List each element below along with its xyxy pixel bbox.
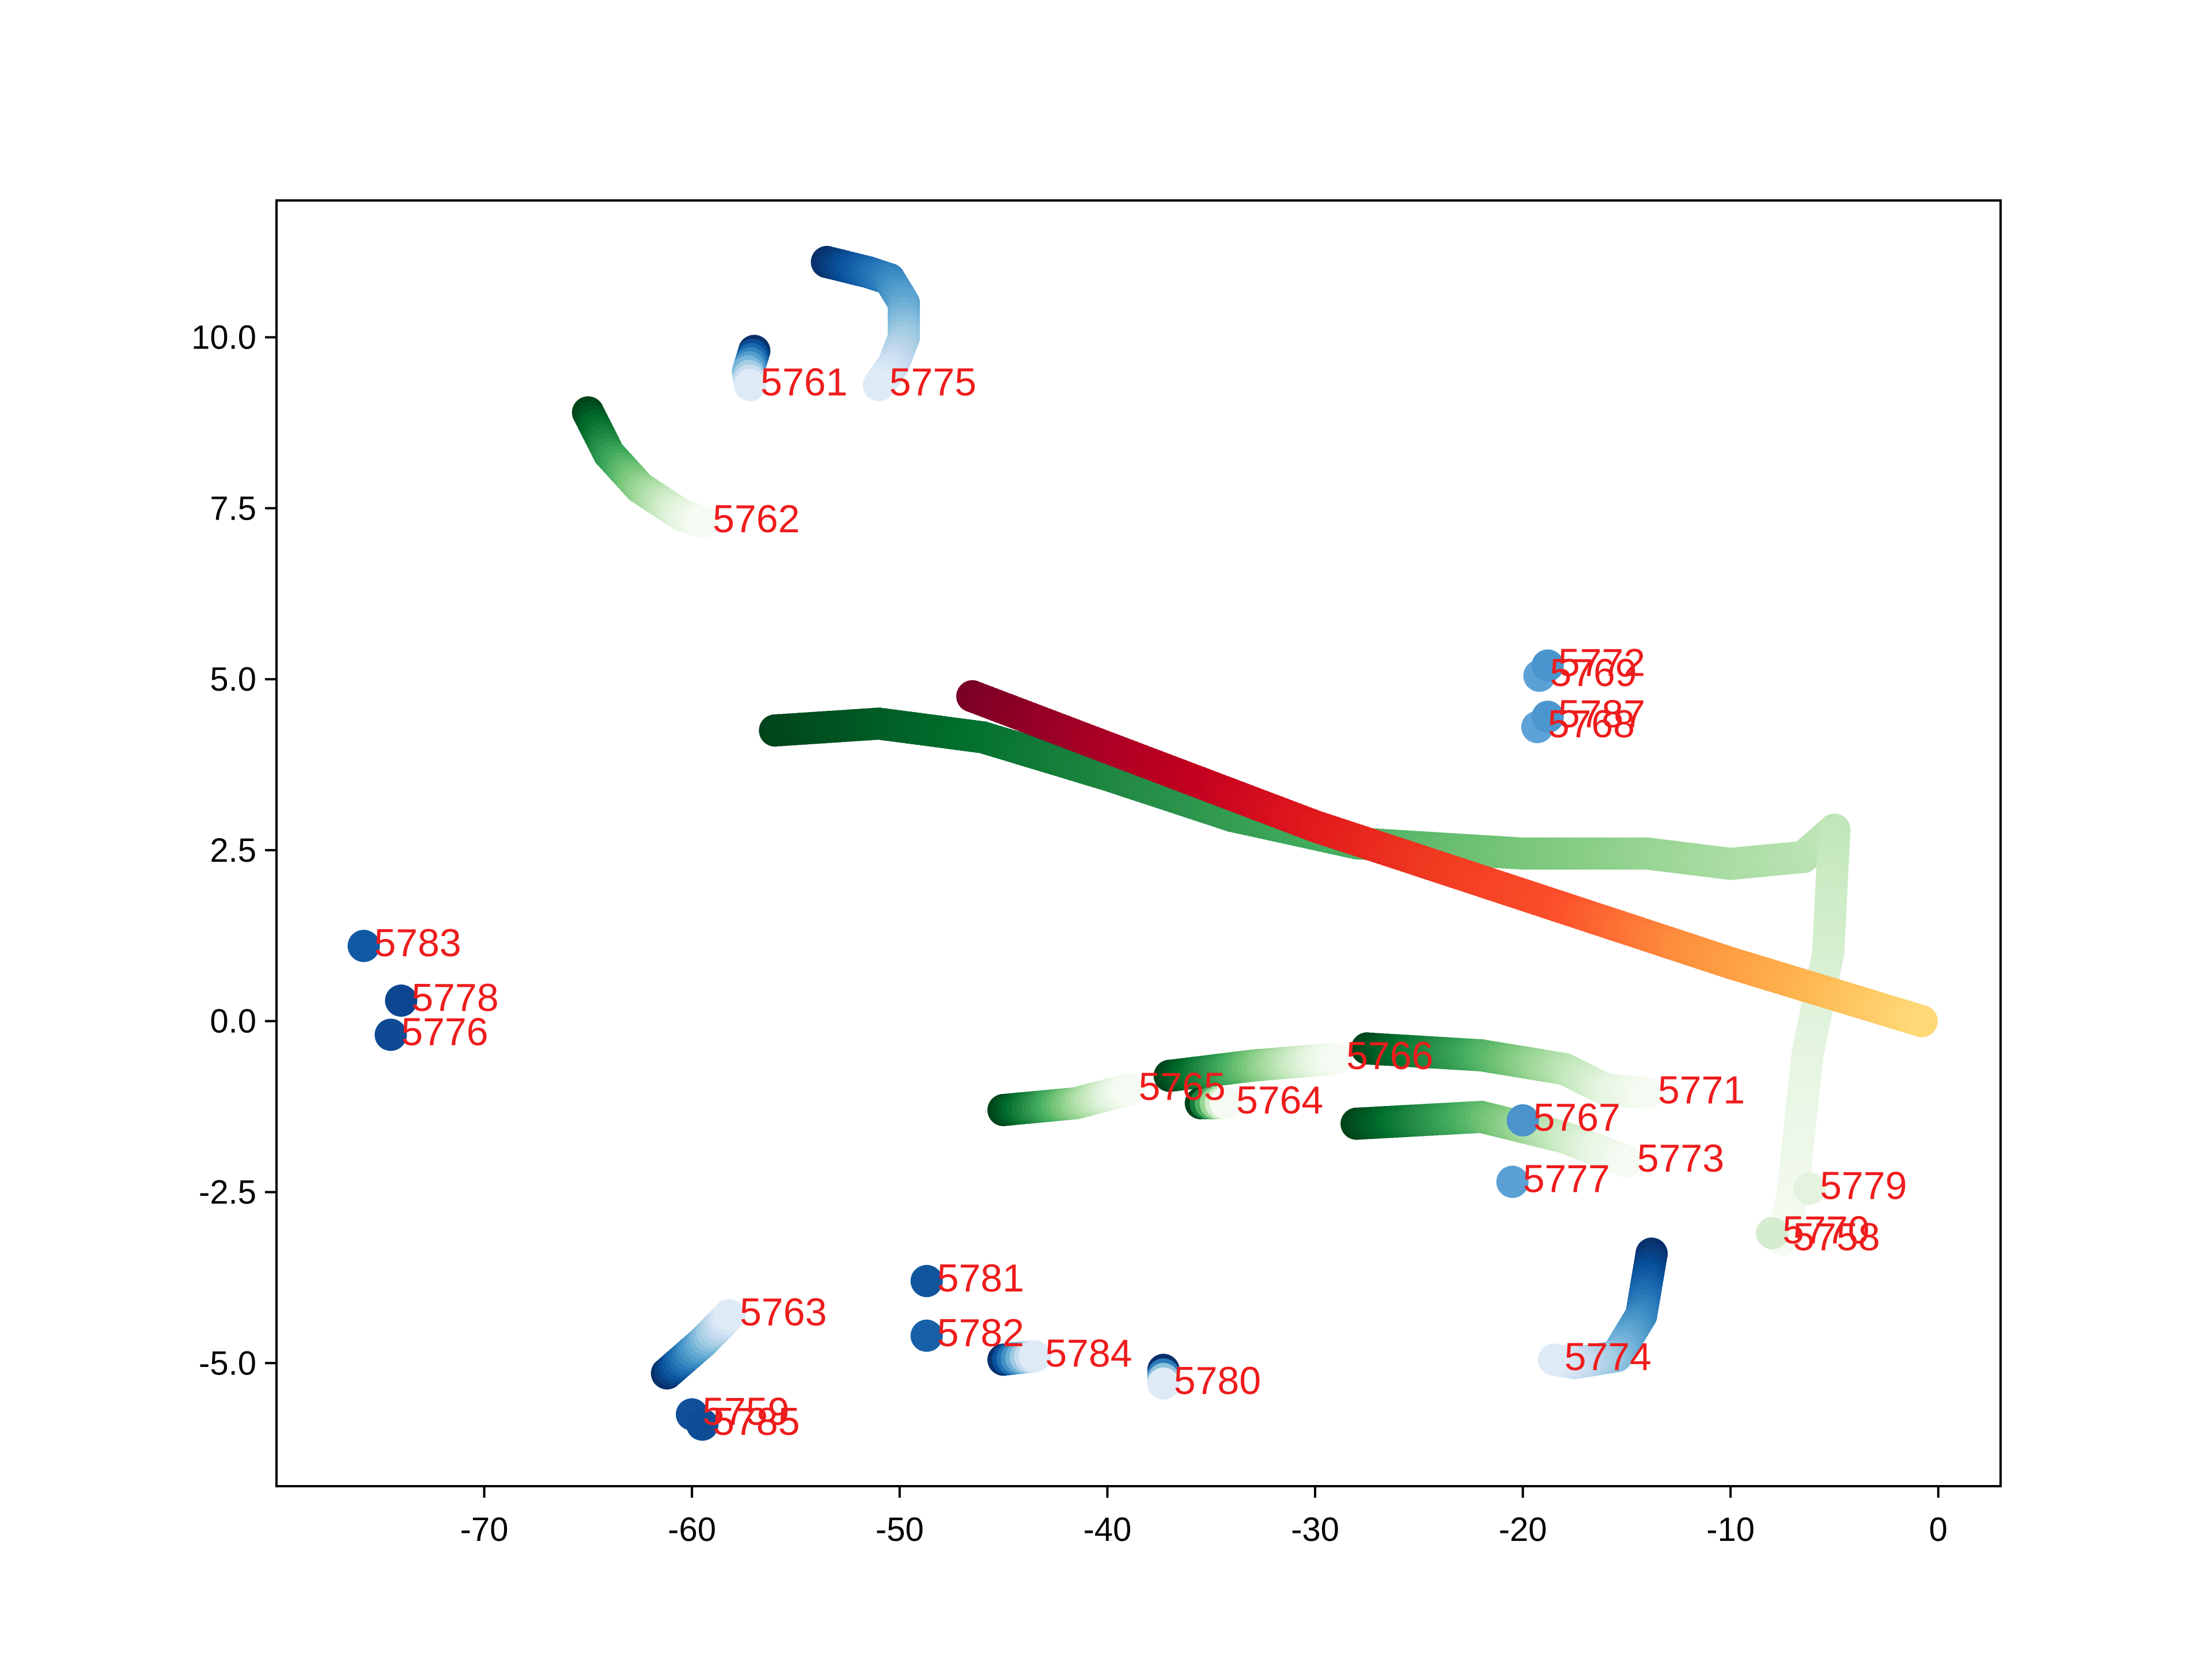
track-5761-point <box>734 369 767 402</box>
track-5761 <box>732 335 771 402</box>
track-5771-point <box>1631 1077 1664 1109</box>
x-tick-label: -20 <box>1499 1511 1547 1548</box>
x-tick-label: -40 <box>1083 1511 1131 1548</box>
y-tick-label: 5.0 <box>210 661 256 698</box>
label-5777: 5777 <box>1523 1157 1610 1201</box>
label-5765: 5765 <box>1138 1065 1225 1108</box>
plot-frame <box>275 199 2002 1487</box>
track-5762 <box>571 396 719 538</box>
track-5773-point <box>1610 1145 1643 1178</box>
track-5762-point <box>686 506 719 538</box>
x-tick-label: -50 <box>876 1511 924 1548</box>
track-5765-point <box>1112 1073 1145 1106</box>
label-5764: 5764 <box>1236 1078 1323 1122</box>
point-5778 <box>385 984 418 1017</box>
x-tick-label: 0 <box>1929 1511 1948 1548</box>
y-tick-label: 10.0 <box>191 319 256 356</box>
track-5764 <box>1184 1087 1242 1120</box>
plot-marks <box>347 245 1938 1441</box>
y-tick-label: 0.0 <box>210 1003 256 1040</box>
label-5758: 5758 <box>1793 1215 1880 1259</box>
label-5761: 5761 <box>760 361 847 404</box>
point-5770 <box>1756 1217 1789 1249</box>
label-5773: 5773 <box>1637 1137 1724 1180</box>
track-5766 <box>1153 1042 1353 1092</box>
label-5780: 5780 <box>1174 1359 1261 1403</box>
label-5767: 5767 <box>1533 1096 1620 1139</box>
label-5759: 5759 <box>702 1389 789 1433</box>
point-5787 <box>1531 700 1564 733</box>
label-5787: 5787 <box>1558 692 1645 736</box>
point-5785 <box>686 1408 719 1441</box>
track-5780-point <box>1147 1367 1180 1400</box>
label-5781: 5781 <box>937 1256 1024 1300</box>
track-5783 <box>956 680 1938 1037</box>
track-5784-point <box>1018 1340 1051 1373</box>
point-5783 <box>347 930 380 963</box>
track-5774-point <box>1537 1343 1570 1376</box>
point-5772 <box>1531 649 1564 682</box>
label-5784: 5784 <box>1045 1331 1132 1375</box>
point-5777 <box>1496 1165 1529 1198</box>
point-5776 <box>374 1018 407 1051</box>
label-5772: 5772 <box>1558 641 1645 684</box>
label-5783: 5783 <box>374 921 461 965</box>
track-5783-point <box>1905 1005 1938 1037</box>
track-5763 <box>650 1299 746 1390</box>
y-tick-label: -2.5 <box>199 1173 256 1211</box>
track-5775-point <box>862 369 895 402</box>
label-5769: 5769 <box>1550 651 1637 695</box>
label-5782: 5782 <box>937 1311 1024 1355</box>
x-tick-label: -10 <box>1706 1511 1755 1548</box>
point-5782 <box>910 1319 943 1352</box>
label-5768: 5768 <box>1548 702 1635 746</box>
point-5781 <box>910 1264 943 1297</box>
y-axis: -5.0 -2.5 0.0 2.5 5.0 7.5 10.0 <box>191 319 276 1382</box>
label-5779: 5779 <box>1820 1164 1907 1208</box>
x-tick-label: -60 <box>668 1511 716 1548</box>
label-5763: 5763 <box>740 1290 827 1334</box>
x-tick-label: -70 <box>460 1511 509 1548</box>
label-5774: 5774 <box>1565 1335 1652 1378</box>
point-5779 <box>1793 1172 1826 1205</box>
label-5776: 5776 <box>401 1010 488 1054</box>
label-5766: 5766 <box>1346 1034 1433 1078</box>
label-5785: 5785 <box>713 1400 800 1444</box>
x-axis: -70 -60 -50 -40 -30 -20 -10 0 <box>460 1486 1948 1548</box>
track-5765 <box>987 1073 1145 1127</box>
track-5771 <box>1351 1032 1664 1109</box>
track-5775 <box>810 245 921 402</box>
label-5762: 5762 <box>713 497 800 541</box>
track-5763-point <box>713 1299 746 1332</box>
track-5764-point <box>1209 1087 1242 1120</box>
point-5767 <box>1506 1104 1539 1137</box>
y-tick-label: 2.5 <box>210 832 256 869</box>
track-5774 <box>1537 1237 1668 1380</box>
track-5780 <box>1147 1354 1180 1400</box>
track-labels: 5758 5775 5761 5762 5765 5766 5764 5771 5773 5774… <box>374 361 1907 1444</box>
track-5784 <box>987 1340 1051 1376</box>
y-tick-label: -5.0 <box>199 1344 256 1382</box>
x-tick-label: -30 <box>1291 1511 1339 1548</box>
track-5766-point <box>1320 1042 1353 1075</box>
label-5775: 5775 <box>889 361 976 404</box>
label-5770: 5770 <box>1782 1209 1869 1252</box>
y-tick-label: 7.5 <box>210 490 256 527</box>
label-5778: 5778 <box>411 976 498 1020</box>
label-5771: 5771 <box>1658 1068 1745 1112</box>
